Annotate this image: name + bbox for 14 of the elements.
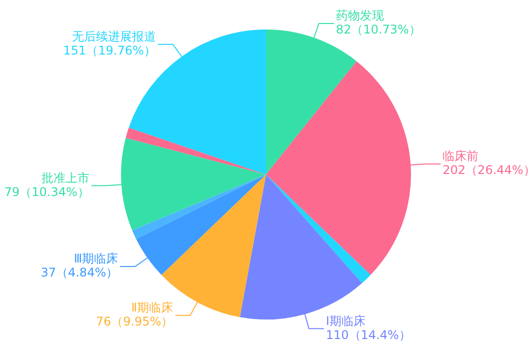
- slice-label: 无后续进展报道: [72, 29, 156, 44]
- data-label: 202（26.44%）: [442, 163, 532, 178]
- data-label: 82（10.73%）: [336, 22, 421, 37]
- data-label: 37（4.84%）: [40, 266, 118, 280]
- data-label: 110（14.4%）: [326, 328, 411, 342]
- data-label: 76（9.95%）: [96, 314, 174, 329]
- data-label: 151（19.76%）: [63, 43, 156, 58]
- data-label: 79（10.34%）: [4, 184, 90, 199]
- slice-label: 药物发现: [336, 8, 384, 23]
- slice-label: 批准上市: [41, 170, 90, 185]
- slice-label: Ⅰ期临床: [326, 314, 366, 328]
- slice-label: Ⅱ期临床: [131, 300, 174, 315]
- slice-label: 临床前: [442, 149, 479, 164]
- slice-label: Ⅲ期临床: [74, 252, 118, 266]
